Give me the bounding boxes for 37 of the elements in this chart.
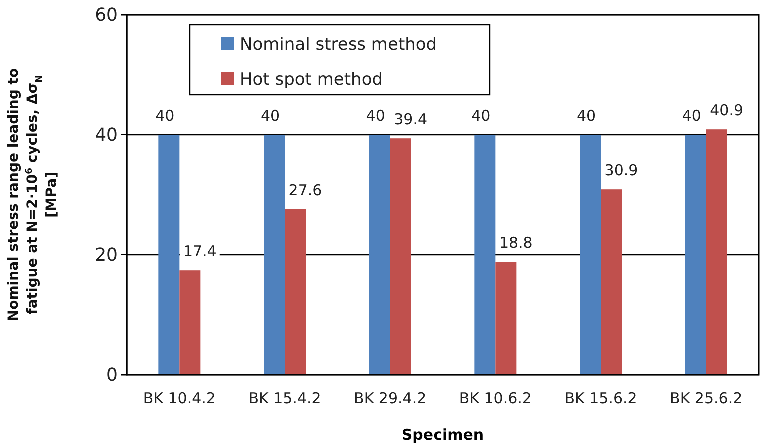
y-tick-label: 60	[95, 4, 118, 26]
data-label: 27.6	[288, 181, 322, 200]
data-label: 40	[682, 107, 702, 125]
x-tick-label: BK 15.4.2	[248, 390, 322, 408]
data-label: 40	[156, 107, 175, 125]
data-label: 40	[472, 107, 491, 125]
bar	[264, 135, 285, 375]
bar	[706, 130, 728, 375]
data-label: 40	[260, 107, 280, 125]
data-label: 39.4	[394, 110, 428, 129]
data-label: 40	[366, 107, 386, 125]
bar	[158, 135, 180, 375]
bar	[285, 209, 306, 375]
x-tick-label: BK 25.6.2	[670, 390, 743, 408]
data-label: 40	[576, 107, 596, 125]
y-tick-label: 0	[106, 364, 118, 386]
bar	[390, 138, 412, 375]
x-tick-label: BK 15.6.2	[564, 390, 638, 408]
x-axis-title: Specimen	[402, 426, 484, 444]
x-tick-label: BK 10.6.2	[459, 390, 532, 408]
y-tick-label: 20	[95, 244, 118, 266]
bar	[685, 135, 706, 375]
data-label: 18.8	[499, 234, 533, 252]
legend-label: Hot spot method	[240, 70, 384, 90]
bar	[474, 135, 496, 375]
bar	[580, 135, 601, 375]
x-tick-label: BK 29.4.2	[354, 390, 427, 408]
legend-label: Nominal stress method	[240, 35, 438, 55]
bar	[601, 190, 622, 375]
bar	[369, 135, 390, 375]
data-label: 17.4	[183, 242, 217, 261]
y-tick-label: 40	[95, 124, 118, 146]
bar	[496, 262, 517, 375]
x-tick-label: BK 10.4.2	[143, 390, 216, 408]
data-label: 30.9	[604, 162, 638, 180]
bar	[180, 270, 201, 375]
data-label: 40.9	[710, 102, 744, 120]
